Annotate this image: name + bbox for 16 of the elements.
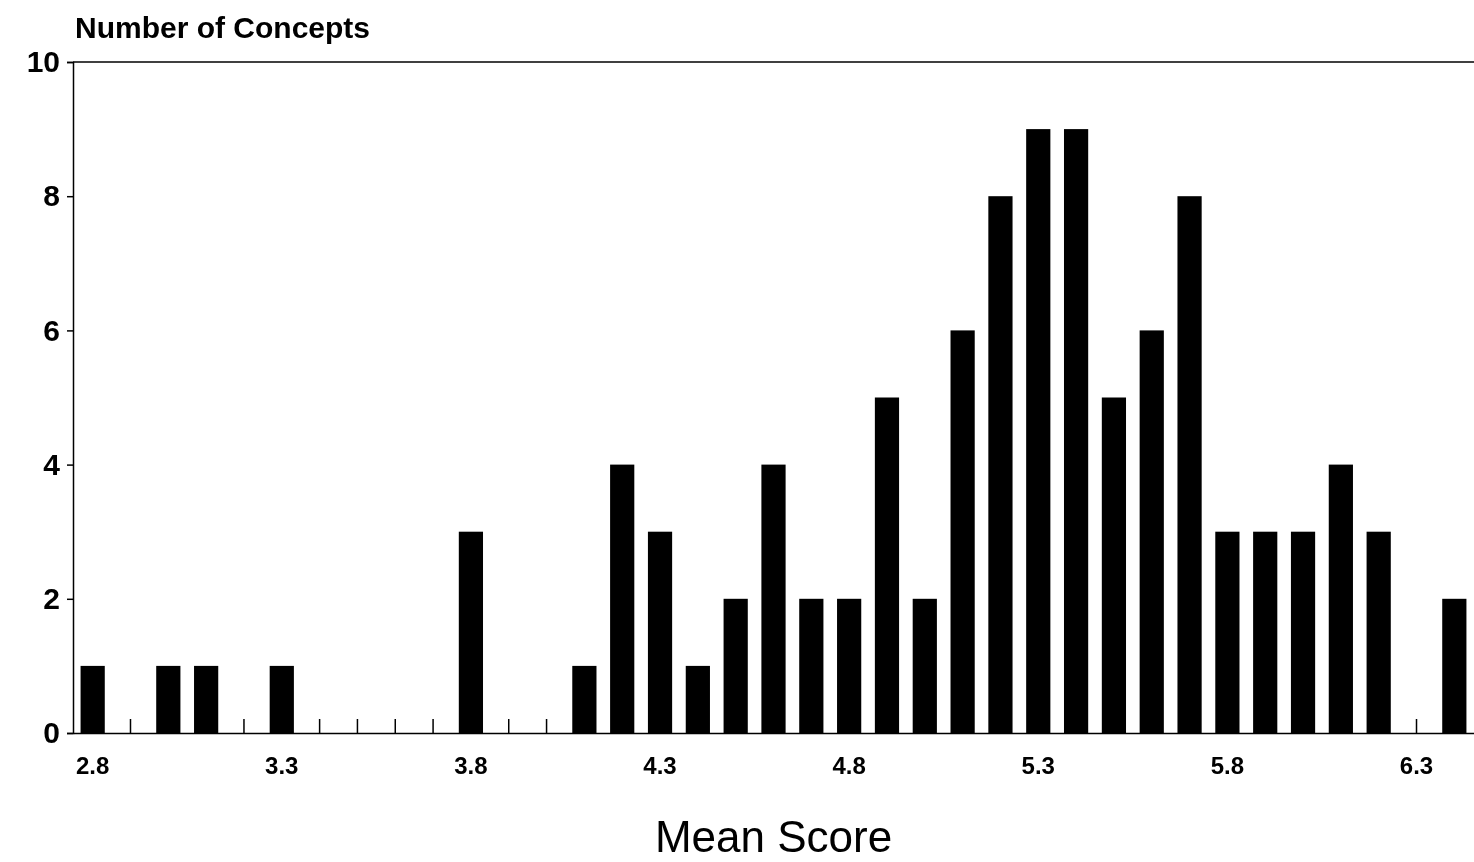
x-tick-label: 4.3 [643, 752, 677, 780]
y-tick-label: 6 [43, 313, 60, 347]
x-tick-label: 4.8 [832, 752, 866, 780]
x-tick-label: 2.8 [75, 752, 110, 780]
y-tick-label: 0 [43, 716, 60, 750]
x-tick-label: 3.3 [265, 752, 299, 780]
y-axis-title: Number of Concepts [75, 11, 371, 44]
x-tick-label: 5.3 [1021, 752, 1055, 780]
x-tick-label: 6.3 [1399, 752, 1434, 780]
x-axis-title: Mean Score [654, 812, 893, 861]
y-tick-label: 10 [26, 45, 60, 79]
x-tick-label: 3.8 [454, 752, 488, 780]
x-tick-label: 5.8 [1210, 752, 1245, 780]
y-tick-label: 8 [43, 179, 60, 213]
y-tick-label: 4 [43, 447, 61, 481]
y-tick-label: 2 [43, 581, 60, 615]
